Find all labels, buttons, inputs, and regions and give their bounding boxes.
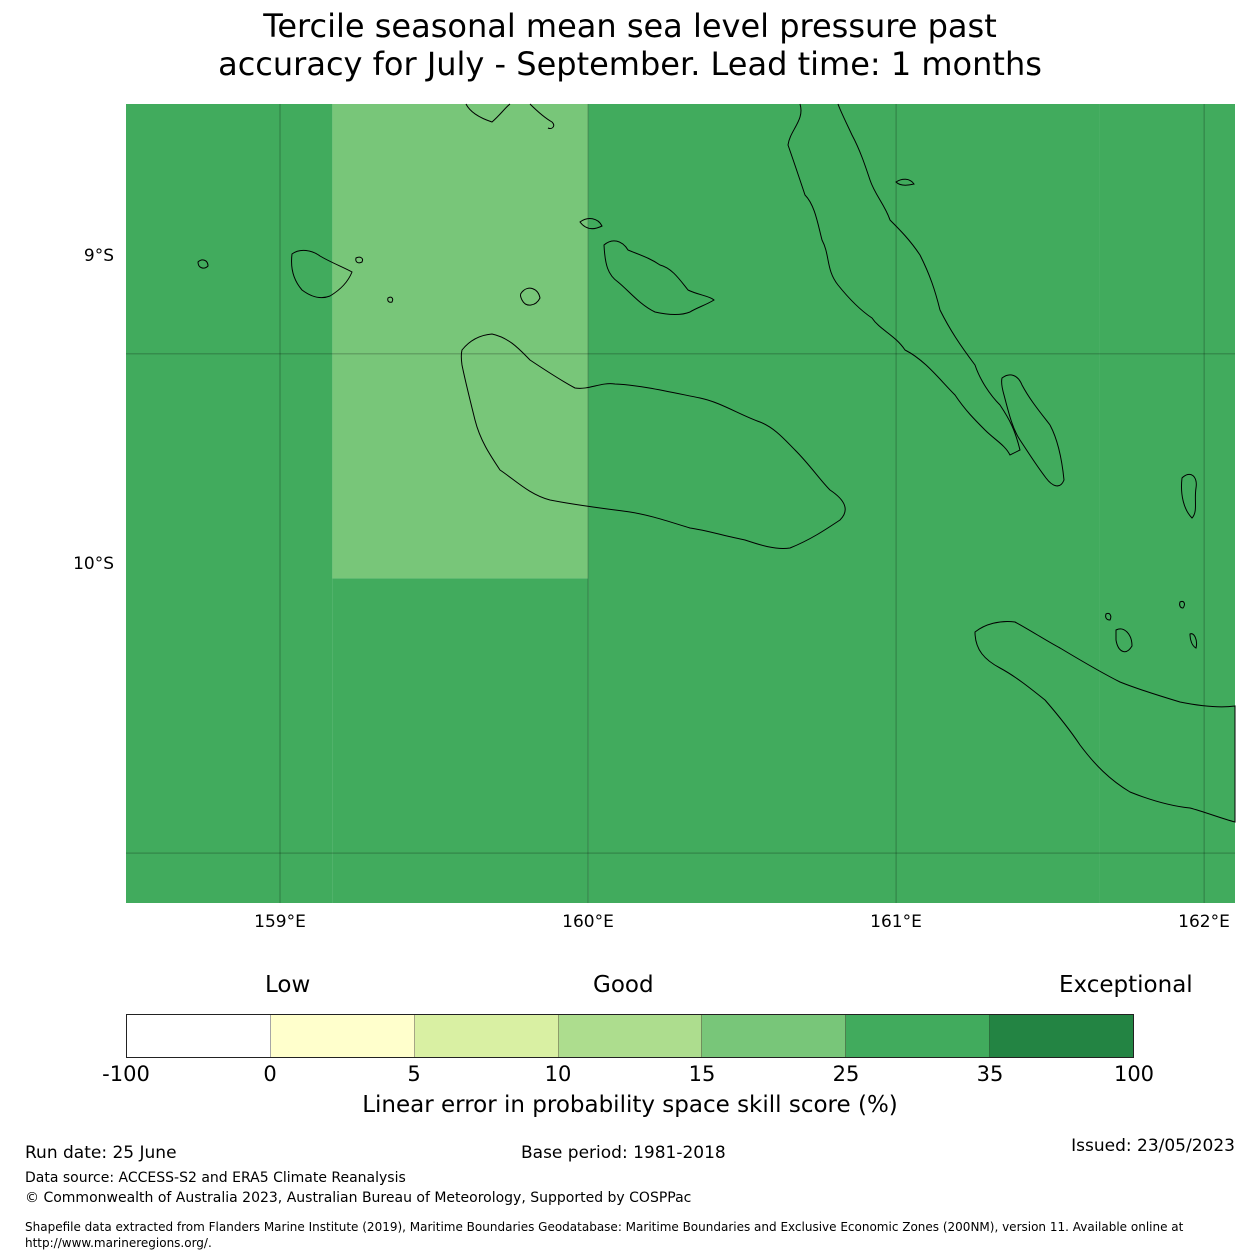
skill-cell-3 (1099, 104, 1235, 903)
colorbar-tick: 35 (976, 1062, 1004, 1086)
lat-label-9s: 9°S (83, 246, 114, 266)
skill-cells (126, 104, 1235, 903)
skill-cell-1 (332, 104, 589, 579)
colorbar-box-5 (846, 1015, 991, 1057)
colorbar-box-1 (270, 1015, 415, 1057)
category-low: Low (265, 972, 311, 998)
coastline-islet-e (1181, 473, 1197, 519)
skill-cell-4 (332, 578, 589, 903)
coastline-florida-islands (603, 240, 715, 316)
category-exceptional: Exceptional (1059, 972, 1193, 998)
graticule (126, 104, 1235, 903)
colorbar-tick: 15 (688, 1062, 716, 1086)
colorbar-tick: 100 (1113, 1062, 1155, 1086)
coastline-russell-islands (291, 249, 353, 299)
coastline-malaita (1001, 374, 1065, 487)
issued-date: Issued: 23/05/2023 (1071, 1136, 1235, 1156)
coastline-guadalcanal (460, 333, 846, 549)
coastline-islet-w (197, 259, 209, 269)
map-title-line-2: accuracy for July - September. Lead time… (218, 45, 1042, 83)
coastline-islet-se-3 (1179, 601, 1185, 609)
colorbar-box-4 (702, 1015, 847, 1057)
coastline-islet-se-4 (1189, 633, 1197, 649)
lat-label-10s: 10°S (73, 554, 114, 574)
colorbar-tick: 25 (832, 1062, 860, 1086)
colorbar-tick: 5 (407, 1062, 421, 1086)
coastline-florida-islet (579, 218, 603, 230)
coastline-savo (520, 287, 541, 306)
colorbar-box-2 (414, 1015, 559, 1057)
data-source: Data source: ACCESS-S2 and ERA5 Climate … (25, 1170, 406, 1186)
coastline-islet-se-1 (1115, 628, 1133, 653)
lon-label-162e: 162°E (1178, 912, 1230, 932)
colorbar-label: Linear error in probability space skill … (362, 1092, 898, 1118)
coastline-islet-russell-2 (387, 296, 394, 303)
colorbar-tick: 10 (544, 1062, 572, 1086)
map-title-line-1: Tercile seasonal mean sea level pressure… (263, 7, 997, 45)
coastline-islet-russell-1 (355, 256, 363, 264)
shapefile-credit-line-2: http://www.marineregions.org/. (25, 1236, 212, 1250)
coastline-new-georgia-edge (465, 103, 555, 129)
colorbar-box-0 (127, 1015, 271, 1057)
lon-label-159e: 159°E (254, 912, 306, 932)
lon-label-161e: 161°E (870, 912, 922, 932)
category-good: Good (593, 972, 654, 998)
shapefile-credit-line-1: Shapefile data extracted from Flanders M… (25, 1220, 1184, 1234)
skill-map (126, 103, 1236, 903)
colorbar-box-3 (558, 1015, 703, 1057)
coastline-makira (974, 621, 1236, 823)
coastline-islet-se-2 (1105, 613, 1112, 621)
skill-cell-0 (126, 104, 333, 903)
lon-label-160e: 160°E (562, 912, 614, 932)
colorbar-tick: 0 (263, 1062, 277, 1086)
base-period: Base period: 1981-2018 (521, 1143, 726, 1163)
coastline-santa-isabel (787, 103, 1021, 456)
colorbar-tick: -100 (102, 1062, 150, 1086)
run-date: Run date: 25 June (25, 1143, 177, 1163)
colorbar (126, 1014, 1134, 1058)
coastline-islet-ne (895, 178, 915, 186)
copyright: © Commonwealth of Australia 2023, Austra… (25, 1190, 692, 1206)
coastlines (197, 103, 1236, 823)
colorbar-box-6 (990, 1015, 1134, 1057)
